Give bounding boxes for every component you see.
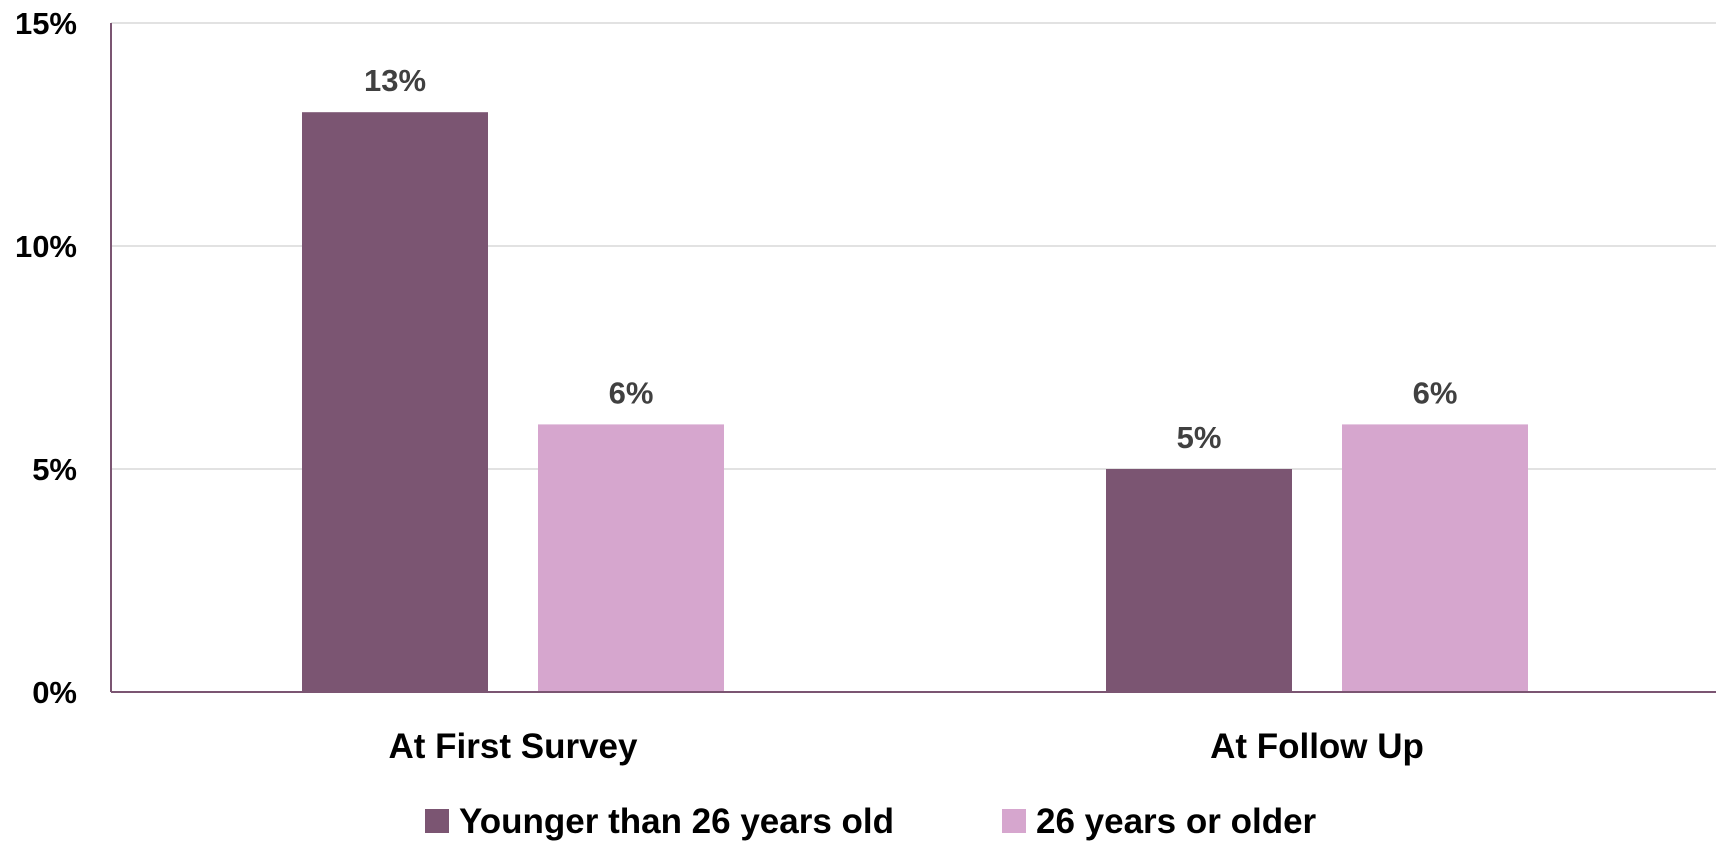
bars bbox=[302, 112, 1528, 692]
y-tick-label: 15% bbox=[15, 6, 77, 41]
y-tick-label: 5% bbox=[32, 452, 77, 487]
axes bbox=[110, 23, 1716, 693]
bar bbox=[538, 424, 724, 692]
x-category-label: At First Survey bbox=[389, 727, 638, 766]
bar bbox=[1342, 424, 1528, 692]
bar bbox=[302, 112, 488, 692]
legend-swatch bbox=[1002, 809, 1026, 833]
data-label: 6% bbox=[1413, 375, 1458, 410]
x-axis-category-labels: At First Survey At Follow Up bbox=[389, 727, 1424, 766]
data-label: 5% bbox=[1177, 420, 1222, 455]
data-label: 13% bbox=[364, 63, 426, 98]
x-category-label: At Follow Up bbox=[1210, 727, 1424, 766]
legend-label: Younger than 26 years old bbox=[459, 802, 894, 841]
legend-label: 26 years or older bbox=[1036, 802, 1317, 841]
y-tick-label: 0% bbox=[32, 675, 77, 710]
data-labels: 13% 6% 5% 6% bbox=[364, 63, 1457, 455]
legend-swatch bbox=[425, 809, 449, 833]
data-label: 6% bbox=[609, 375, 654, 410]
y-axis-tick-labels: 0% 5% 10% 15% bbox=[15, 6, 77, 710]
bar bbox=[1106, 469, 1292, 692]
legend: Younger than 26 years old 26 years or old… bbox=[425, 802, 1317, 841]
y-tick-label: 10% bbox=[15, 229, 77, 264]
